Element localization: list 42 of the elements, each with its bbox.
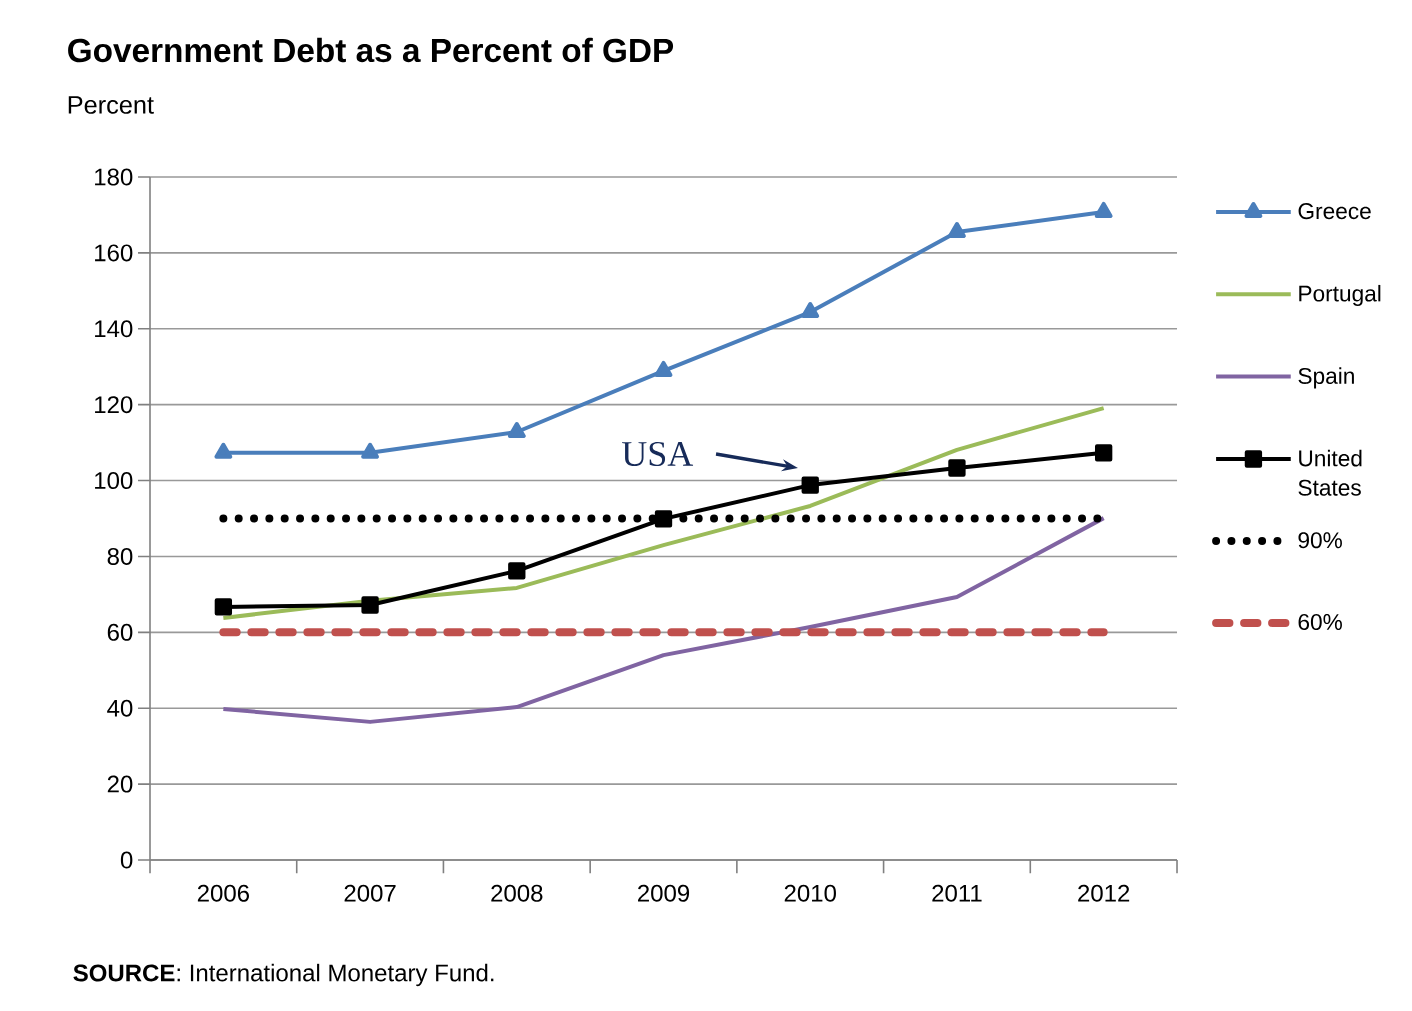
legend-label: 90% bbox=[1298, 532, 1342, 549]
y-tick-label: 160 bbox=[95, 244, 133, 262]
point bbox=[948, 222, 966, 239]
x-tick-label: 2011 bbox=[932, 884, 982, 902]
point bbox=[1094, 444, 1113, 462]
y-tick-label: 100 bbox=[95, 472, 133, 490]
x-tick-label: 2006 bbox=[197, 884, 249, 902]
line-series bbox=[221, 516, 1106, 724]
point bbox=[1094, 201, 1113, 218]
legend-label: United States bbox=[1298, 449, 1362, 496]
y-tick-label: 20 bbox=[107, 775, 133, 793]
x-tick-label: 2012 bbox=[1078, 884, 1130, 902]
y-tick-label: 140 bbox=[95, 320, 133, 338]
legend-label: Greece bbox=[1298, 203, 1371, 220]
point bbox=[507, 421, 526, 438]
y-tick-label: 60 bbox=[107, 623, 133, 641]
legend-label: Spain bbox=[1298, 367, 1354, 389]
y-tick-label: 80 bbox=[107, 547, 133, 565]
point bbox=[948, 459, 966, 477]
y-tick-label: 120 bbox=[95, 396, 133, 414]
legend-label: Portugal bbox=[1299, 284, 1381, 307]
x-tick-label: 2010 bbox=[784, 884, 836, 902]
point bbox=[361, 596, 379, 614]
point bbox=[214, 442, 233, 459]
annotation: USA bbox=[622, 441, 694, 467]
chart-subtitle: Percent bbox=[68, 96, 154, 114]
x-tick-label: 2008 bbox=[491, 884, 543, 902]
x-tick-label: 2009 bbox=[638, 884, 690, 902]
text: SOURCE: International Monetary Fund. bbox=[73, 963, 494, 987]
point bbox=[654, 360, 673, 377]
x-tick-label: 2007 bbox=[344, 884, 396, 902]
chart-title: Government Debt as a Percent of GDP bbox=[68, 37, 674, 63]
point bbox=[801, 302, 820, 319]
point bbox=[361, 442, 380, 459]
y-tick-label: 0 bbox=[120, 851, 133, 869]
legend-label: 60% bbox=[1298, 614, 1342, 631]
point bbox=[801, 476, 819, 494]
point bbox=[508, 562, 526, 580]
y-tick-label: 180 bbox=[95, 168, 133, 186]
point bbox=[214, 598, 233, 616]
point bbox=[654, 510, 673, 528]
y-tick-label: 40 bbox=[107, 699, 133, 717]
